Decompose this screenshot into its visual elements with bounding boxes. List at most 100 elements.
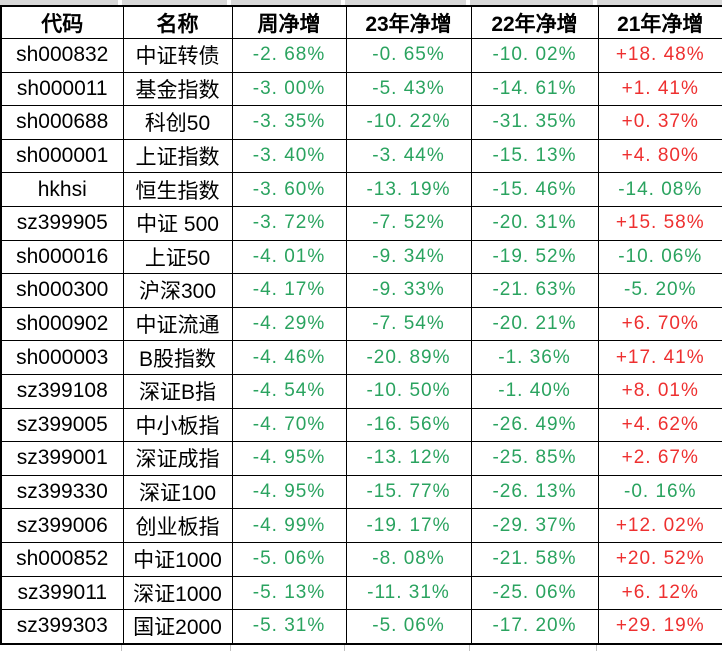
- cell-y21[interactable]: +6. 12%: [597, 575, 722, 611]
- cell-y21[interactable]: +29. 19%: [597, 609, 722, 645]
- cell-y22[interactable]: -31. 35%: [470, 105, 599, 140]
- cell-y22[interactable]: -1. 40%: [470, 373, 599, 409]
- cell-y23[interactable]: -20. 89%: [345, 340, 472, 375]
- cell-name[interactable]: 深证成指: [122, 441, 233, 476]
- cell-y23[interactable]: -5. 43%: [345, 71, 472, 107]
- cell-week[interactable]: -4. 17%: [231, 273, 347, 308]
- cell-y23[interactable]: -10. 50%: [345, 373, 472, 409]
- cell-y21[interactable]: +20. 52%: [597, 541, 722, 577]
- cell-name[interactable]: B股指数: [122, 340, 233, 375]
- cell-y22[interactable]: -19. 52%: [470, 239, 599, 275]
- cell-y22[interactable]: -20. 31%: [470, 205, 599, 241]
- column-header-week[interactable]: 周净增: [231, 5, 347, 39]
- cell-y22[interactable]: -21. 58%: [470, 541, 599, 577]
- cell-week[interactable]: -3. 40%: [231, 138, 347, 174]
- cell-week[interactable]: -4. 29%: [231, 306, 347, 342]
- cell-code[interactable]: sh000001: [0, 138, 124, 174]
- cell-y22[interactable]: -17. 20%: [470, 609, 599, 645]
- cell-name[interactable]: 国证2000: [122, 609, 233, 645]
- cell-y23[interactable]: -13. 12%: [345, 441, 472, 476]
- cell-y22[interactable]: -14. 61%: [470, 71, 599, 107]
- cell-code[interactable]: hkhsi: [0, 172, 124, 207]
- cell-name[interactable]: 恒生指数: [122, 172, 233, 207]
- cell-y22[interactable]: -15. 46%: [470, 172, 599, 207]
- cell-y21[interactable]: +15. 58%: [597, 205, 722, 241]
- cell-y21[interactable]: +4. 62%: [597, 407, 722, 443]
- cell-name[interactable]: 深证B指: [122, 373, 233, 409]
- cell-name[interactable]: 中小板指: [122, 407, 233, 443]
- cell-y23[interactable]: -11. 31%: [345, 575, 472, 611]
- cell-week[interactable]: -3. 00%: [231, 71, 347, 107]
- cell-y22[interactable]: -26. 49%: [470, 407, 599, 443]
- cell-y22[interactable]: -1. 36%: [470, 340, 599, 375]
- cell-name[interactable]: 深证100: [122, 474, 233, 510]
- cell-code[interactable]: sh000852: [0, 541, 124, 577]
- cell-week[interactable]: -4. 95%: [231, 474, 347, 510]
- cell-week[interactable]: -3. 72%: [231, 205, 347, 241]
- column-header-y22[interactable]: 22年净增: [470, 5, 599, 39]
- cell-code[interactable]: sz399905: [0, 205, 124, 241]
- cell-y21[interactable]: +4. 80%: [597, 138, 722, 174]
- cell-code[interactable]: sh000016: [0, 239, 124, 275]
- cell-name[interactable]: 基金指数: [122, 71, 233, 107]
- cell-y23[interactable]: -9. 34%: [345, 239, 472, 275]
- cell-y23[interactable]: -15. 77%: [345, 474, 472, 510]
- cell-y23[interactable]: -19. 17%: [345, 508, 472, 543]
- cell-y23[interactable]: -7. 54%: [345, 306, 472, 342]
- cell-y23[interactable]: -3. 44%: [345, 138, 472, 174]
- column-header-y23[interactable]: 23年净增: [345, 5, 472, 39]
- cell-name[interactable]: 中证流通: [122, 306, 233, 342]
- cell-code[interactable]: sh000688: [0, 105, 124, 140]
- cell-name[interactable]: 沪深300: [122, 273, 233, 308]
- cell-y21[interactable]: +2. 67%: [597, 441, 722, 476]
- cell-code[interactable]: sh000832: [0, 38, 124, 73]
- cell-week[interactable]: -5. 06%: [231, 541, 347, 577]
- column-header-code[interactable]: 代码: [0, 5, 124, 39]
- cell-y21[interactable]: +6. 70%: [597, 306, 722, 342]
- cell-y22[interactable]: -21. 63%: [470, 273, 599, 308]
- cell-y22[interactable]: -20. 21%: [470, 306, 599, 342]
- cell-name[interactable]: 中证转债: [122, 38, 233, 73]
- cell-y23[interactable]: -5. 06%: [345, 609, 472, 645]
- cell-y21[interactable]: +1. 41%: [597, 71, 722, 107]
- cell-y23[interactable]: -10. 22%: [345, 105, 472, 140]
- cell-y21[interactable]: +12. 02%: [597, 508, 722, 543]
- cell-y21[interactable]: -10. 06%: [597, 239, 722, 275]
- cell-week[interactable]: -4. 99%: [231, 508, 347, 543]
- cell-y23[interactable]: -8. 08%: [345, 541, 472, 577]
- cell-y23[interactable]: -16. 56%: [345, 407, 472, 443]
- cell-y23[interactable]: -9. 33%: [345, 273, 472, 308]
- cell-y22[interactable]: -26. 13%: [470, 474, 599, 510]
- cell-code[interactable]: sh000902: [0, 306, 124, 342]
- cell-week[interactable]: -3. 35%: [231, 105, 347, 140]
- cell-code[interactable]: sz399011: [0, 575, 124, 611]
- cell-y23[interactable]: -0. 65%: [345, 38, 472, 73]
- cell-week[interactable]: -4. 70%: [231, 407, 347, 443]
- cell-name[interactable]: 科创50: [122, 105, 233, 140]
- cell-week[interactable]: -5. 13%: [231, 575, 347, 611]
- cell-name[interactable]: 上证指数: [122, 138, 233, 174]
- cell-y21[interactable]: +18. 48%: [597, 38, 722, 73]
- cell-code[interactable]: sz399330: [0, 474, 124, 510]
- cell-week[interactable]: -5. 31%: [231, 609, 347, 645]
- cell-y21[interactable]: -5. 20%: [597, 273, 722, 308]
- cell-code[interactable]: sh000300: [0, 273, 124, 308]
- column-header-name[interactable]: 名称: [122, 5, 233, 39]
- cell-name[interactable]: 深证1000: [122, 575, 233, 611]
- cell-y22[interactable]: -25. 06%: [470, 575, 599, 611]
- cell-week[interactable]: -4. 54%: [231, 373, 347, 409]
- cell-name[interactable]: 创业板指: [122, 508, 233, 543]
- cell-y23[interactable]: -13. 19%: [345, 172, 472, 207]
- cell-code[interactable]: sz399005: [0, 407, 124, 443]
- cell-week[interactable]: -4. 46%: [231, 340, 347, 375]
- cell-code[interactable]: sz399001: [0, 441, 124, 476]
- cell-y22[interactable]: -15. 13%: [470, 138, 599, 174]
- cell-week[interactable]: -2. 68%: [231, 38, 347, 73]
- cell-name[interactable]: 中证1000: [122, 541, 233, 577]
- cell-y21[interactable]: -14. 08%: [597, 172, 722, 207]
- cell-week[interactable]: -3. 60%: [231, 172, 347, 207]
- column-header-y21[interactable]: 21年净增: [597, 5, 722, 39]
- cell-code[interactable]: sz399006: [0, 508, 124, 543]
- cell-week[interactable]: -4. 95%: [231, 441, 347, 476]
- cell-code[interactable]: sz399108: [0, 373, 124, 409]
